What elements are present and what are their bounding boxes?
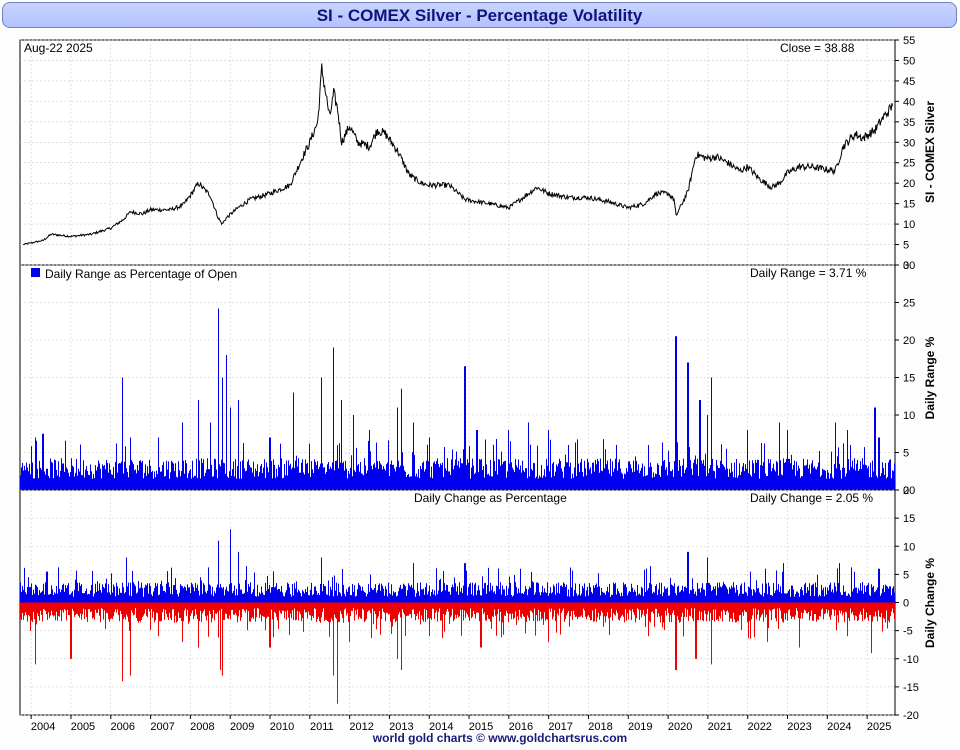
y-tick-label: 10 [903,410,915,422]
y-tick-label: 15 [903,199,915,211]
range-panel: 0 5 10 15 20 25 30 Daily Range as Percentage o… [19,260,937,497]
y-tick-label: 50 [903,55,915,67]
y-tick-label: 5 [903,448,909,460]
y-tick-label: 40 [903,96,915,108]
y-tick-label: 5 [903,240,909,252]
y-tick-label: 5 [903,569,909,581]
price-grid [20,39,895,266]
range-axis-title: Daily Range % [923,336,937,419]
x-tick-label: 2015 [469,721,493,733]
y-tick-label: 15 [903,373,915,385]
price-axis-title: SI - COMEX Silver [923,101,937,203]
price-series-line [22,63,894,246]
x-tick-label: 2021 [708,721,732,733]
x-tick-label: 2024 [827,721,851,733]
x-tick-label: 2007 [150,721,174,733]
range-legend-swatch [31,268,40,277]
change-value-label: Daily Change = 2.05 % [750,491,873,505]
chart-title: SI - COMEX Silver - Percentage Volatilit… [2,2,957,28]
y-tick-label: 20 [903,178,915,190]
range-legend-label: Daily Range as Percentage of Open [45,267,237,281]
y-tick-label: 20 [903,485,915,497]
x-tick-label: 2011 [310,721,334,733]
x-tick-label: 2004 [31,721,55,733]
x-tick-label: 2018 [588,721,612,733]
price-y-ticks: 0 5 10 15 20 25 30 35 40 45 50 55 [895,35,915,272]
x-axis: 2004 2005 2006 2007 2008 2009 2010 2011 2012 2013… [30,715,891,733]
y-tick-label: -5 [903,626,913,638]
y-tick-label: -20 [903,710,919,722]
x-tick-label: 2006 [111,721,135,733]
y-tick-label: 0 [903,485,909,497]
x-tick-label: 2019 [628,721,652,733]
x-tick-label: 2025 [867,721,891,733]
change-panel-title: Daily Change as Percentage [414,491,567,505]
y-tick-label: 25 [903,158,915,170]
x-tick-label: 2009 [230,721,254,733]
x-tick-label: 2016 [509,721,533,733]
y-tick-label: 10 [903,541,915,553]
change-axis-title: Daily Change % [923,558,937,648]
x-tick-label: 2020 [668,721,692,733]
y-tick-label: 55 [903,35,915,47]
y-tick-label: 30 [903,260,915,272]
y-tick-label: -10 [903,654,919,666]
y-tick-label: 45 [903,76,915,88]
y-tick-label: 30 [903,137,915,149]
y-tick-label: 0 [903,260,909,272]
y-tick-label: 35 [903,117,915,129]
range-bars [20,308,895,490]
y-tick-label: 25 [903,298,915,310]
x-tick-label: 2010 [270,721,294,733]
price-panel: 0 5 10 15 20 25 30 35 40 45 50 55 Aug-22 2025 Close… [19,35,937,272]
price-panel-frame [19,39,896,266]
y-tick-label: 15 [903,513,915,525]
x-tick-label: 2023 [787,721,811,733]
change-y-ticks: -20 -15 -10 -5 0 5 10 15 20 [895,485,919,722]
x-tick-label: 2013 [389,721,413,733]
x-tick-label: 2017 [548,721,572,733]
close-label: Close = 38.88 [780,41,855,55]
x-tick-label: 2022 [747,721,771,733]
range-y-ticks: 0 5 10 15 20 25 30 [895,260,915,497]
x-tick-label: 2008 [190,721,214,733]
change-bars [20,529,895,704]
range-value-label: Daily Range = 3.71 % [750,266,867,280]
y-tick-label: 10 [903,219,915,231]
x-tick-label: 2005 [71,721,95,733]
y-tick-label: -15 [903,682,919,694]
footer-credit: world gold charts © www.goldchartsrus.co… [372,731,628,745]
change-panel: -20 -15 -10 -5 0 5 10 15 20 Daily Change as Perc… [19,485,937,722]
x-tick-label: 2014 [429,721,453,733]
y-tick-label: 0 [903,598,909,610]
date-label: Aug-22 2025 [24,41,93,55]
y-tick-label: 20 [903,335,915,347]
x-tick-label: 2012 [349,721,373,733]
